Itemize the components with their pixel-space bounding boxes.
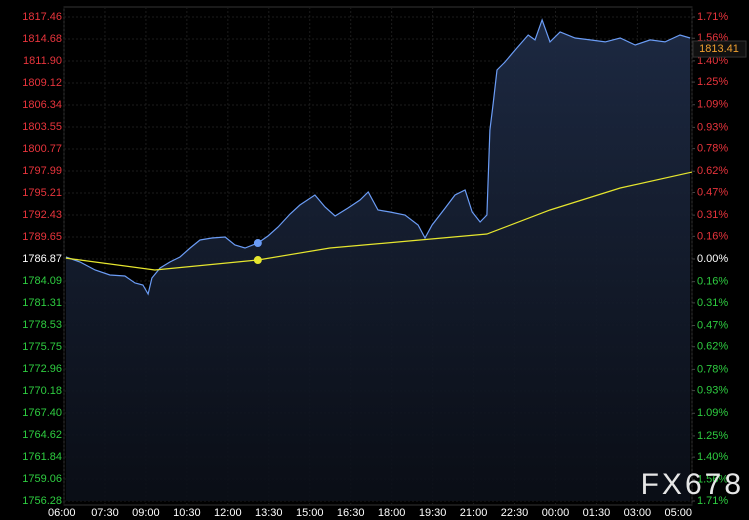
x-tick-label: 21:00 (460, 507, 488, 519)
line (65, 18, 691, 296)
y-tick-label: 1761.84 (22, 451, 62, 463)
y-tick-label: 1789.65 (22, 231, 62, 243)
marker (253, 256, 262, 265)
y2-tick-label: 0.31% (697, 297, 728, 309)
y2-tick-label: 0.47% (697, 186, 728, 198)
y-tick-label: 1767.40 (22, 407, 62, 419)
y-tick-label: 1809.12 (22, 77, 62, 89)
y2-tick-label: 1.25% (697, 76, 728, 88)
y-tick-label: 1786.87 (22, 253, 62, 265)
y2-tick-label: 1.56% (697, 474, 728, 486)
last-price-label: 1813.41 (699, 43, 739, 55)
y-tick-label: 1781.31 (22, 297, 62, 309)
y2-tick-label: 0.78% (697, 143, 728, 155)
area (65, 19, 691, 502)
y2-tick-label: 0.78% (697, 363, 728, 375)
x-tick-label: 15:00 (296, 507, 324, 519)
x-tick-label: 18:00 (378, 507, 406, 519)
y2-tick-label: 0.16% (697, 230, 728, 242)
y2-tick-label: 0.62% (697, 341, 728, 353)
y-tick-label: 1770.18 (22, 385, 62, 397)
y2-tick-label: 1.09% (697, 99, 728, 111)
y2-tick-label: 0.93% (697, 121, 728, 133)
x-tick-label: 19:30 (419, 507, 447, 519)
y-tick-label: 1803.55 (22, 121, 62, 133)
x-tick-label: 16:30 (337, 507, 365, 519)
x-tick-label: 12:00 (214, 507, 242, 519)
x-tick-label: 22:30 (501, 507, 529, 519)
y2-tick-label: 0.16% (697, 276, 728, 288)
y2-tick-label: 0.31% (697, 209, 728, 221)
y2-tick-label: 0.47% (697, 319, 728, 331)
y2-tick-label: 1.25% (697, 430, 728, 442)
y-tick-label: 1784.09 (22, 275, 62, 287)
y-tick-label: 1778.53 (22, 319, 62, 331)
y-tick-label: 1764.62 (22, 429, 62, 441)
y-tick-label: 1795.21 (22, 187, 62, 199)
x-tick-label: 06:00 (48, 507, 76, 519)
y-tick-label: 1817.46 (22, 11, 62, 23)
y-tick-label: 1797.99 (22, 165, 62, 177)
y2-tick-label: 1.71% (697, 495, 728, 507)
x-tick-label: 01:30 (583, 507, 611, 519)
y-tick-label: 1772.96 (22, 363, 62, 375)
y2-tick-label: 0.93% (697, 385, 728, 397)
y2-tick-label: 0.62% (697, 165, 728, 177)
x-tick-label: 10:30 (173, 507, 201, 519)
x-tick-label: 13:30 (255, 507, 283, 519)
line (65, 171, 693, 271)
y-tick-label: 1806.34 (22, 99, 62, 111)
x-tick-label: 03:00 (624, 507, 652, 519)
x-tick-label: 05:00 (664, 507, 692, 519)
x-tick-label: 00:00 (542, 507, 570, 519)
y-tick-label: 1759.06 (22, 473, 62, 485)
y2-tick-label: 1.09% (697, 407, 728, 419)
y-tick-label: 1756.28 (22, 495, 62, 507)
y2-tick-label: 1.40% (697, 451, 728, 463)
y2-tick-label: 1.71% (697, 11, 728, 23)
y-tick-label: 1792.43 (22, 209, 62, 221)
x-tick-label: 07:30 (91, 507, 119, 519)
y-tick-label: 1814.68 (22, 33, 62, 45)
last-price-box (692, 40, 747, 58)
x-tick-label: 09:00 (132, 507, 160, 519)
y2-tick-label: 1.40% (697, 55, 728, 67)
marker (253, 239, 262, 248)
y-tick-label: 1800.77 (22, 143, 62, 155)
y-tick-label: 1775.75 (22, 341, 62, 353)
y-tick-label: 1811.90 (23, 55, 62, 67)
y2-tick-label: 0.00% (697, 253, 728, 265)
watermark: FX678 (641, 468, 744, 501)
